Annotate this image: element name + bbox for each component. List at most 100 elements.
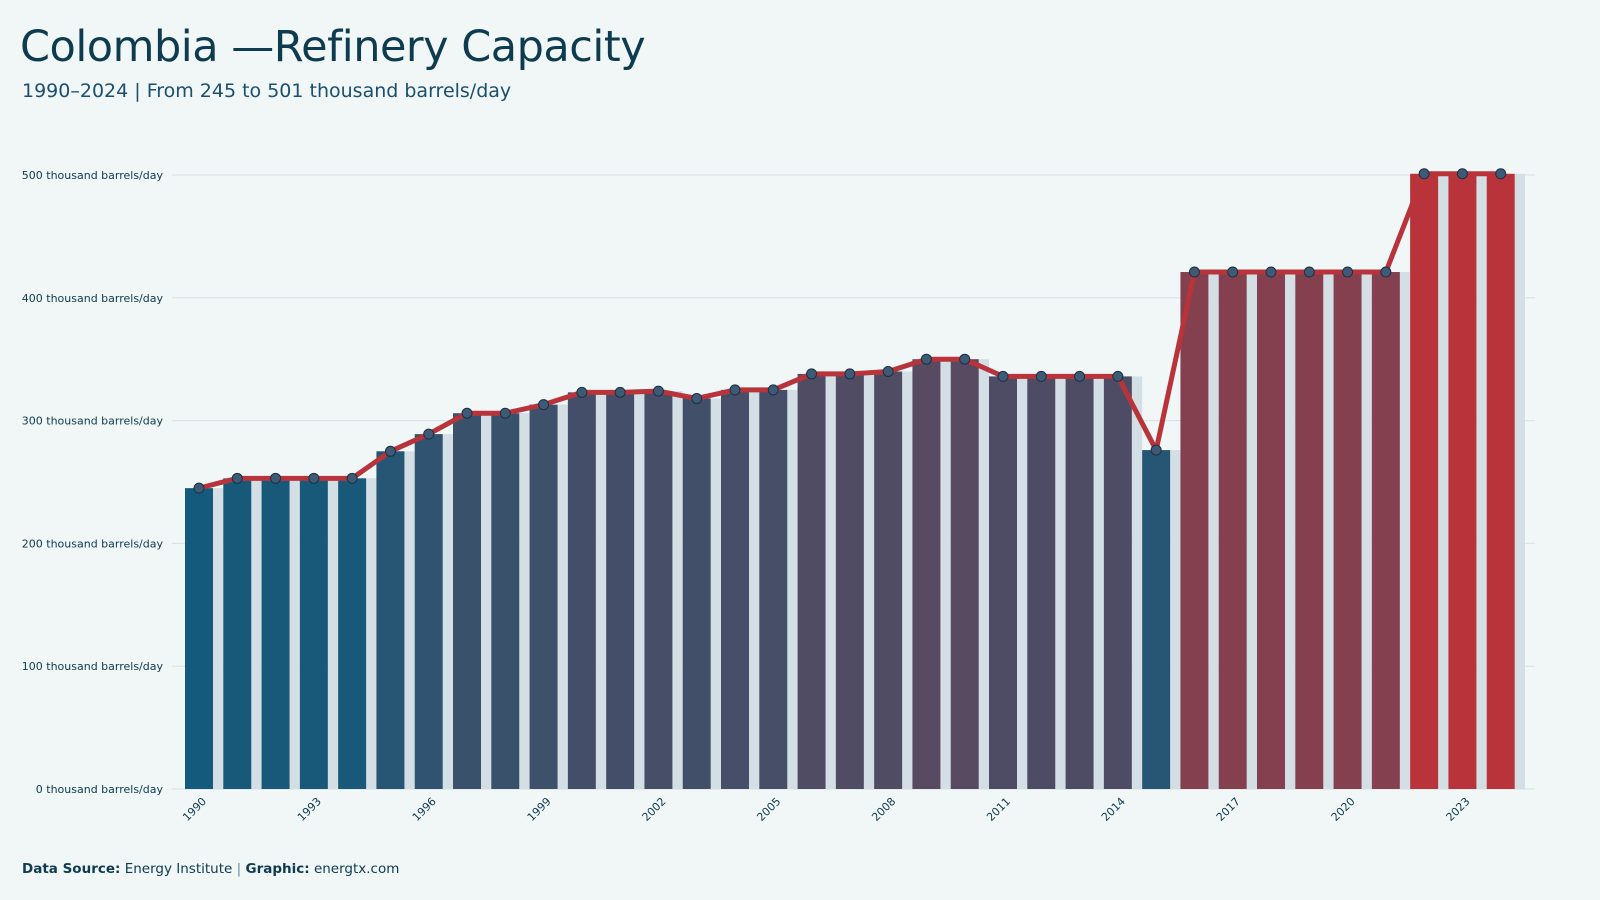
- bar-1999: [529, 404, 558, 789]
- bar-gap: [863, 373, 875, 789]
- point-1991: [231, 472, 243, 484]
- page-subtitle: 1990–2024 | From 245 to 501 thousand bar…: [22, 80, 512, 102]
- bar-gap: [366, 478, 377, 789]
- point-2006: [806, 368, 818, 380]
- point-1996: [423, 428, 435, 440]
- point-2011: [997, 370, 1009, 382]
- x-tick-label: 2005: [754, 795, 783, 824]
- point-2015: [1150, 444, 1162, 456]
- point-2000: [576, 386, 588, 398]
- bar-gap: [787, 389, 798, 789]
- bar-2021: [1371, 272, 1400, 790]
- bar-1996: [414, 434, 443, 789]
- bar-gap: [1514, 173, 1525, 790]
- bar-gap: [481, 413, 492, 789]
- x-tick-label: 2014: [1099, 795, 1128, 824]
- point-2017: [1227, 266, 1239, 278]
- bar-1995: [376, 451, 405, 789]
- bar-1997: [453, 413, 481, 789]
- point-2018: [1265, 266, 1277, 278]
- x-tick-label: 2008: [869, 795, 898, 824]
- x-tick-label: 2023: [1444, 795, 1473, 824]
- point-1999: [538, 399, 550, 411]
- point-1998: [499, 407, 511, 419]
- point-2008: [882, 365, 894, 377]
- bar-2016: [1180, 272, 1209, 790]
- y-tick-label: 300 thousand barrels/day: [22, 415, 164, 428]
- bar-2014: [1103, 376, 1132, 789]
- source-label: Data Source:: [22, 861, 121, 877]
- bar-2000: [567, 392, 596, 789]
- point-1990: [193, 482, 205, 494]
- bar-2005: [759, 389, 788, 789]
- point-2022: [1418, 168, 1430, 180]
- bar-gap: [1131, 376, 1143, 789]
- bar-1991: [223, 478, 252, 789]
- source-value: Energy Institute: [124, 861, 233, 877]
- bar-2019: [1295, 272, 1324, 790]
- x-tick-label: 2002: [640, 795, 669, 824]
- bar-gap: [1055, 376, 1066, 789]
- bar-gap: [940, 359, 951, 789]
- point-2010: [959, 353, 971, 365]
- bar-gap: [595, 392, 607, 789]
- bar-2018: [1257, 272, 1285, 790]
- bar-2010: [950, 359, 979, 789]
- point-2014: [1112, 370, 1124, 382]
- x-tick-label: 2020: [1329, 795, 1358, 824]
- graphic-label: Graphic:: [245, 861, 310, 877]
- bar-gap: [1399, 272, 1411, 790]
- point-2001: [614, 386, 626, 398]
- bar-gap: [1093, 376, 1104, 789]
- point-2019: [1303, 266, 1315, 278]
- bar-gap: [519, 413, 530, 789]
- point-2013: [1074, 370, 1086, 382]
- x-tick-label: 2017: [1214, 795, 1243, 824]
- bar-gap: [978, 359, 989, 789]
- footer-separator: |: [236, 861, 242, 877]
- bar-gap: [404, 451, 415, 789]
- bar-gap: [1017, 376, 1028, 789]
- x-axis-ticks: 1990 1993 1996 1999 2002 2005 2008 2011 2014 2017…: [180, 795, 1472, 824]
- bar-2020: [1333, 272, 1362, 790]
- point-1997: [461, 407, 473, 419]
- bar-2001: [606, 392, 635, 789]
- bar-1993: [299, 478, 328, 789]
- point-1992: [270, 472, 282, 484]
- point-2024: [1495, 168, 1507, 180]
- bar-2023: [1448, 173, 1477, 790]
- bar-2003: [682, 398, 711, 789]
- bar-gap: [1285, 272, 1296, 790]
- bar-gap: [749, 389, 760, 789]
- x-tick-label: 1990: [180, 795, 209, 824]
- point-2005: [767, 384, 779, 396]
- y-tick-label: 400 thousand barrels/day: [22, 292, 164, 305]
- bar-1992: [261, 478, 290, 789]
- point-2004: [729, 384, 741, 396]
- point-1995: [384, 445, 396, 457]
- bar-gap: [1476, 173, 1487, 790]
- bar-gap: [289, 478, 300, 789]
- point-1994: [346, 472, 358, 484]
- x-tick-label: 1996: [410, 795, 439, 824]
- bar-2004: [721, 389, 749, 789]
- bar-2013: [1065, 376, 1094, 789]
- bars: [185, 173, 1515, 790]
- y-tick-label: 200 thousand barrels/day: [22, 537, 164, 550]
- point-2002: [652, 385, 664, 397]
- data-points: [193, 168, 1507, 494]
- point-2020: [1342, 266, 1354, 278]
- bar-gap: [327, 478, 339, 789]
- bar-2006: [797, 373, 826, 789]
- point-2009: [920, 353, 932, 365]
- bar-2012: [1027, 376, 1056, 789]
- bar-2009: [912, 359, 941, 789]
- graphic-value: energtx.com: [313, 861, 400, 877]
- bar-gap: [710, 398, 721, 789]
- x-tick-label: 2011: [984, 795, 1013, 824]
- bar-gap: [1438, 173, 1449, 790]
- bar-shadows: [213, 173, 1525, 790]
- bar-gap: [1361, 272, 1372, 790]
- x-tick-label: 1999: [525, 795, 554, 824]
